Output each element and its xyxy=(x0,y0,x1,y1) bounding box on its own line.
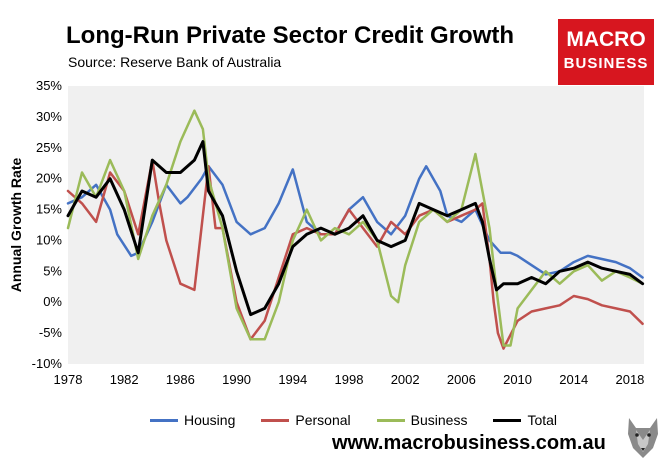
y-tick-label: -5% xyxy=(39,325,63,340)
x-tick-label: 1990 xyxy=(222,372,251,387)
logo-line1: MACRO xyxy=(566,28,646,51)
y-tick-label: 35% xyxy=(36,78,62,93)
x-tick-label: 2018 xyxy=(615,372,644,387)
chart-legend: Housing Personal Business Total xyxy=(150,410,583,430)
legend-label-total: Total xyxy=(527,412,558,428)
legend-label-business: Business xyxy=(410,412,468,428)
legend-label-housing: Housing xyxy=(184,412,236,428)
y-tick-label: 5% xyxy=(43,263,62,278)
y-tick-label: 0% xyxy=(43,294,62,309)
footer-url[interactable]: www.macrobusiness.com.au xyxy=(332,432,606,454)
legend-swatch-housing xyxy=(150,418,178,422)
y-tick-label: 20% xyxy=(36,171,62,186)
y-tick-label: 15% xyxy=(36,202,62,217)
series-line-personal xyxy=(66,158,644,350)
legend-item-total: Total xyxy=(493,412,557,428)
legend-label-personal: Personal xyxy=(295,412,351,428)
x-tick-label: 1982 xyxy=(110,372,139,387)
x-tick-label: 2014 xyxy=(559,372,588,387)
wolf-icon xyxy=(628,418,658,458)
x-tick-label: 2010 xyxy=(503,372,532,387)
plot-area xyxy=(68,86,644,364)
x-tick-label: 1986 xyxy=(166,372,195,387)
legend-item-business: Business xyxy=(376,412,468,428)
y-tick-label: 25% xyxy=(36,140,62,155)
legend-swatch-business xyxy=(376,418,405,422)
x-tick-label: 1994 xyxy=(278,372,307,387)
x-tick-label: 2006 xyxy=(447,372,476,387)
x-tick-label: 1978 xyxy=(54,372,83,387)
source-note: Source: Reserve Bank of Australia xyxy=(68,54,282,70)
y-tick-label: 30% xyxy=(36,109,62,124)
legend-swatch-total xyxy=(493,418,522,422)
legend-swatch-personal xyxy=(261,418,290,422)
series-line-total xyxy=(66,140,645,317)
page-title: Long-Run Private Sector Credit Growth xyxy=(66,22,515,49)
series-group xyxy=(66,109,645,350)
y-axis: -10% -5% 0% 5% 10% 15% 20% 25% 30% 35% xyxy=(32,78,63,371)
x-tick-label: 1998 xyxy=(335,372,364,387)
y-tick-label: -10% xyxy=(32,356,63,371)
y-axis-label: Annual Growth Rate xyxy=(8,158,24,293)
y-tick-label: 10% xyxy=(36,232,62,247)
macrobusiness-logo: MACRO BUSINESS xyxy=(558,19,654,85)
x-axis: 1978 1982 1986 1990 1994 1998 2002 2006 2010 2014… xyxy=(54,372,645,387)
legend-item-personal: Personal xyxy=(261,412,351,428)
logo-line2: BUSINESS xyxy=(563,55,649,72)
x-tick-label: 2002 xyxy=(391,372,420,387)
line-chart: -10%-5%0%5%10%15%20%25%30%35% 1978 1982 19… xyxy=(8,78,645,387)
legend-item-housing: Housing xyxy=(150,412,235,428)
